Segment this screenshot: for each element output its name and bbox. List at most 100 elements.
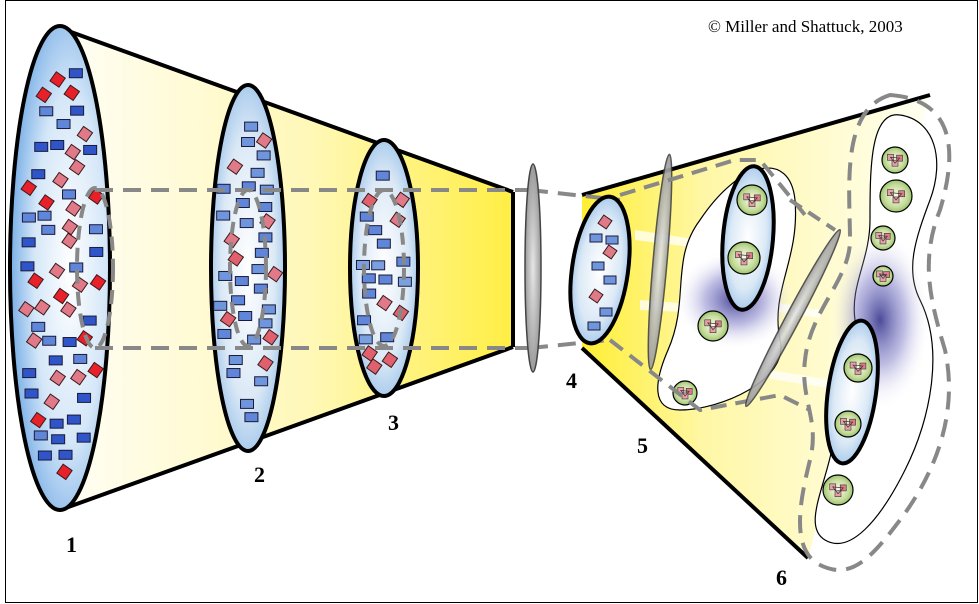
red-item xyxy=(76,125,94,143)
blue-item xyxy=(603,275,617,285)
blue-item xyxy=(253,283,268,294)
blue-item xyxy=(361,273,376,284)
blue-item xyxy=(254,376,269,387)
red-item xyxy=(52,171,69,189)
blue-item xyxy=(258,318,273,329)
blue-item xyxy=(244,121,259,132)
red-item xyxy=(33,298,51,316)
stage-6-dash xyxy=(798,92,952,572)
blue-item xyxy=(66,414,81,425)
blue-item xyxy=(247,334,262,345)
blue-item xyxy=(359,211,374,222)
red-item xyxy=(361,345,379,362)
blue-item xyxy=(21,212,36,223)
red-item xyxy=(257,355,274,372)
blue-item xyxy=(31,169,46,180)
red-item xyxy=(61,218,79,236)
red-item xyxy=(255,132,273,149)
blue-item xyxy=(68,68,83,79)
red-item xyxy=(61,232,78,250)
blue-item xyxy=(358,334,373,345)
blue-item xyxy=(88,224,103,235)
cluster-node xyxy=(843,353,873,383)
blue-item xyxy=(51,434,66,445)
blue-item xyxy=(37,210,52,221)
blue-item xyxy=(50,139,65,150)
red-item xyxy=(68,158,86,176)
red-item xyxy=(49,369,67,387)
blue-item xyxy=(48,355,63,366)
stage-label-4: 4 xyxy=(566,368,577,393)
blue-item xyxy=(76,432,91,443)
blue-item xyxy=(250,167,265,178)
blue-item xyxy=(591,261,605,271)
blue-item xyxy=(231,295,246,306)
blue-item xyxy=(20,261,35,272)
right-top-edge xyxy=(581,93,931,197)
blue-item xyxy=(357,315,372,326)
blue-item xyxy=(83,144,98,155)
lens-1 xyxy=(524,163,542,373)
stage-label-1: 1 xyxy=(66,532,77,557)
blue-item xyxy=(58,449,73,460)
red-item xyxy=(87,361,105,379)
blue-item xyxy=(239,218,254,229)
stage-1-items xyxy=(17,68,107,481)
red-item xyxy=(223,231,241,249)
blue-item xyxy=(89,246,104,257)
blue-item xyxy=(37,450,52,461)
blue-item xyxy=(587,321,601,331)
stage-5-dash-bottom xyxy=(608,338,811,413)
stage-label-3: 3 xyxy=(388,410,399,435)
red-item xyxy=(262,328,279,346)
stage-5-dash xyxy=(619,158,807,217)
stage-5-clusters xyxy=(672,184,768,406)
blue-item xyxy=(70,105,85,116)
red-item xyxy=(588,288,604,304)
blue-item xyxy=(376,238,391,249)
blue-item xyxy=(62,337,77,348)
blue-item xyxy=(62,189,77,200)
blue-item xyxy=(226,368,241,379)
blue-item xyxy=(241,136,256,147)
stage-6-connector xyxy=(788,198,837,232)
blue-item xyxy=(240,398,255,409)
blue-item xyxy=(34,141,49,152)
blue-item xyxy=(375,170,390,181)
blue-item xyxy=(371,260,386,271)
cluster-node xyxy=(822,474,854,506)
blue-item xyxy=(244,412,259,423)
blue-item xyxy=(39,106,54,117)
blue-item xyxy=(605,235,619,245)
red-item xyxy=(226,158,244,176)
red-item xyxy=(56,463,73,481)
blue-item xyxy=(82,315,97,326)
stage-4-items xyxy=(587,214,619,331)
blue-item xyxy=(73,353,88,364)
blue-item xyxy=(251,264,266,275)
blue-item xyxy=(238,311,253,322)
cluster-node xyxy=(727,241,761,275)
blue-item xyxy=(24,388,39,399)
blue-item xyxy=(228,355,243,366)
red-item xyxy=(52,287,70,305)
blue-item xyxy=(77,392,92,403)
red-item xyxy=(393,191,411,209)
blue-item xyxy=(33,430,48,441)
red-item xyxy=(17,300,35,318)
blue-item xyxy=(599,307,613,317)
red-item xyxy=(60,301,77,318)
cluster-node xyxy=(697,310,729,342)
red-item xyxy=(365,358,383,375)
red-item xyxy=(597,214,613,230)
blue-item xyxy=(213,300,228,311)
red-item xyxy=(70,368,87,386)
red-item xyxy=(29,411,47,429)
blue-item xyxy=(378,274,393,285)
blue-item xyxy=(589,233,603,243)
red-item xyxy=(35,86,53,104)
blue-item xyxy=(216,210,231,221)
funnel-bottom-edge xyxy=(59,345,514,512)
red-item xyxy=(64,143,82,161)
